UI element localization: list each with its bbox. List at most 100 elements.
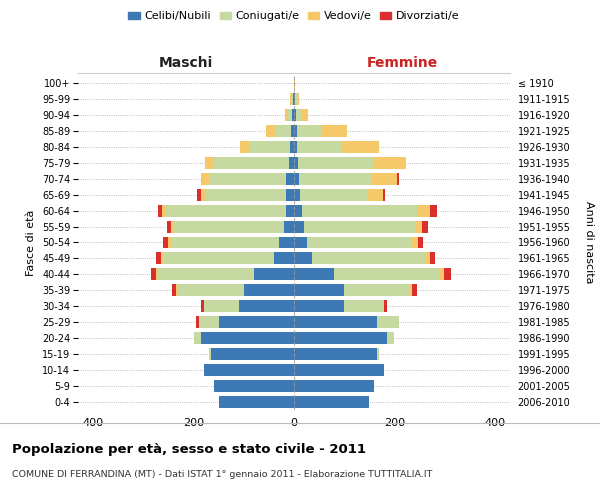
Y-axis label: Fasce di età: Fasce di età [26,210,37,276]
Bar [250,141,290,153]
Bar [412,284,417,296]
Text: COMUNE DI FERRANDINA (MT) - Dati ISTAT 1° gennaio 2011 - Elaborazione TUTTITALIA: COMUNE DI FERRANDINA (MT) - Dati ISTAT 1… [12,470,433,479]
Bar [156,268,158,280]
Text: Maschi: Maschi [159,56,213,70]
Bar [218,316,294,328]
Bar [294,300,344,312]
Bar [274,252,294,264]
Bar [286,109,289,121]
Bar [156,252,161,264]
Bar [377,316,400,328]
Bar [161,252,163,264]
Bar [342,141,379,153]
Bar [294,284,344,296]
Bar [284,220,294,232]
Bar [294,93,295,105]
Bar [209,348,211,360]
Bar [294,348,377,360]
Bar [218,396,294,408]
Bar [322,125,347,137]
Bar [254,268,294,280]
Bar [162,204,166,216]
Bar [286,204,294,216]
Bar [209,172,286,184]
Bar [167,220,171,232]
Bar [294,220,304,232]
Bar [169,236,171,248]
Bar [292,125,294,137]
Bar [266,125,277,137]
Bar [377,348,379,360]
Bar [425,252,430,264]
Bar [368,188,383,200]
Bar [296,141,342,153]
Bar [171,236,279,248]
Bar [311,252,425,264]
Bar [196,316,199,328]
Bar [294,204,302,216]
Bar [294,236,307,248]
Bar [205,157,214,168]
Bar [294,380,374,392]
Bar [307,236,412,248]
Bar [201,188,206,200]
Bar [302,204,417,216]
Bar [296,109,301,121]
Bar [289,157,294,168]
Bar [277,125,292,137]
Bar [294,268,334,280]
Bar [443,268,451,280]
Bar [294,332,387,344]
Bar [244,284,294,296]
Bar [372,172,397,184]
Bar [418,236,423,248]
Bar [294,396,370,408]
Bar [163,236,169,248]
Bar [301,109,308,121]
Bar [296,125,322,137]
Bar [173,220,284,232]
Bar [417,204,430,216]
Bar [344,300,385,312]
Bar [172,284,176,296]
Bar [214,380,294,392]
Bar [286,188,294,200]
Bar [294,252,311,264]
Bar [300,188,368,200]
Bar [206,188,286,200]
Bar [178,284,244,296]
Bar [430,204,437,216]
Bar [166,204,286,216]
Bar [194,332,201,344]
Bar [201,172,209,184]
Bar [201,300,203,312]
Bar [240,141,250,153]
Bar [290,93,292,105]
Bar [440,268,443,280]
Bar [294,172,299,184]
Bar [279,236,294,248]
Bar [151,268,156,280]
Bar [163,252,274,264]
Bar [387,332,394,344]
Legend: Celibi/Nubili, Coniugati/e, Vedovi/e, Divorziati/e: Celibi/Nubili, Coniugati/e, Vedovi/e, Di… [124,7,464,26]
Bar [294,125,296,137]
Text: Femmine: Femmine [367,56,437,70]
Bar [203,364,294,376]
Bar [299,172,372,184]
Bar [176,284,178,296]
Bar [294,141,296,153]
Bar [415,220,422,232]
Bar [304,220,415,232]
Bar [344,284,410,296]
Bar [294,188,300,200]
Bar [211,348,294,360]
Bar [203,300,239,312]
Bar [373,157,406,168]
Bar [410,284,412,296]
Bar [385,300,387,312]
Bar [294,109,296,121]
Bar [383,188,385,200]
Bar [293,93,294,105]
Bar [199,316,218,328]
